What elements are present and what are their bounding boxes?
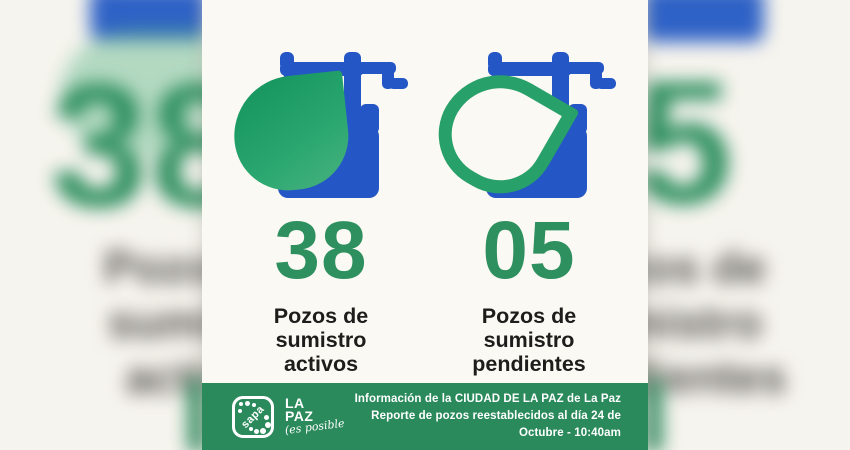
background-footer-sliver-right — [646, 380, 662, 450]
sapa-logo-dot — [254, 428, 259, 434]
lapaz-logo-line1: LA — [285, 395, 305, 412]
stat-column-pending-wells: 05 Pozos de sumistro pendientes — [417, 0, 629, 377]
sapa-logo-text: sapa — [239, 402, 267, 431]
sapa-logo-dot — [238, 408, 242, 413]
footer-info-line1: Información de la CIUDAD DE LA PAZ de La… — [354, 392, 621, 405]
stats-row: 38 Pozos de sumistro activos — [202, 0, 648, 376]
sapa-logo-dot — [245, 400, 250, 406]
stat-column-active-wells: 38 Pozos de sumistro activos — [221, 0, 421, 376]
sapa-logo-dot — [249, 426, 253, 431]
sapa-logo-dot — [252, 402, 256, 407]
sapa-logo-dot — [260, 427, 266, 434]
infographic-card: 38 Pozos de sumistro activos — [202, 0, 648, 450]
sapa-logo-dot — [265, 421, 271, 428]
water-pump-outline-leaf-icon — [417, 50, 617, 214]
sapa-logo-dot — [264, 414, 269, 420]
footer-info-text: Información de la CIUDAD DE LA PAZ de La… — [345, 391, 621, 443]
background-footer-sliver-left — [188, 380, 204, 450]
lapaz-es-posible-logo: LA PAZ (es posible — [284, 395, 345, 437]
stat-value-active: 38 — [274, 205, 368, 296]
footer-bar: sapa LA PAZ (es posible Información de l… — [202, 383, 648, 450]
footer-info-line2: Reporte de pozos reestablecidos al día 2… — [371, 409, 621, 440]
stat-value-pending: 05 — [482, 205, 576, 296]
water-pump-filled-leaf-icon — [227, 50, 409, 200]
stat-label-pending: Pozos de sumistro pendientes — [472, 304, 586, 377]
sapa-logo: sapa — [232, 395, 274, 438]
background-leaf-haze — [60, 28, 208, 156]
background-pump-blob-left — [90, 0, 206, 40]
background-pump-blob-right — [644, 0, 764, 42]
stat-label-active: Pozos de sumistro activos — [273, 304, 369, 377]
sapa-logo-dot — [239, 401, 243, 406]
lapaz-logo-line2: PAZ — [285, 408, 314, 424]
